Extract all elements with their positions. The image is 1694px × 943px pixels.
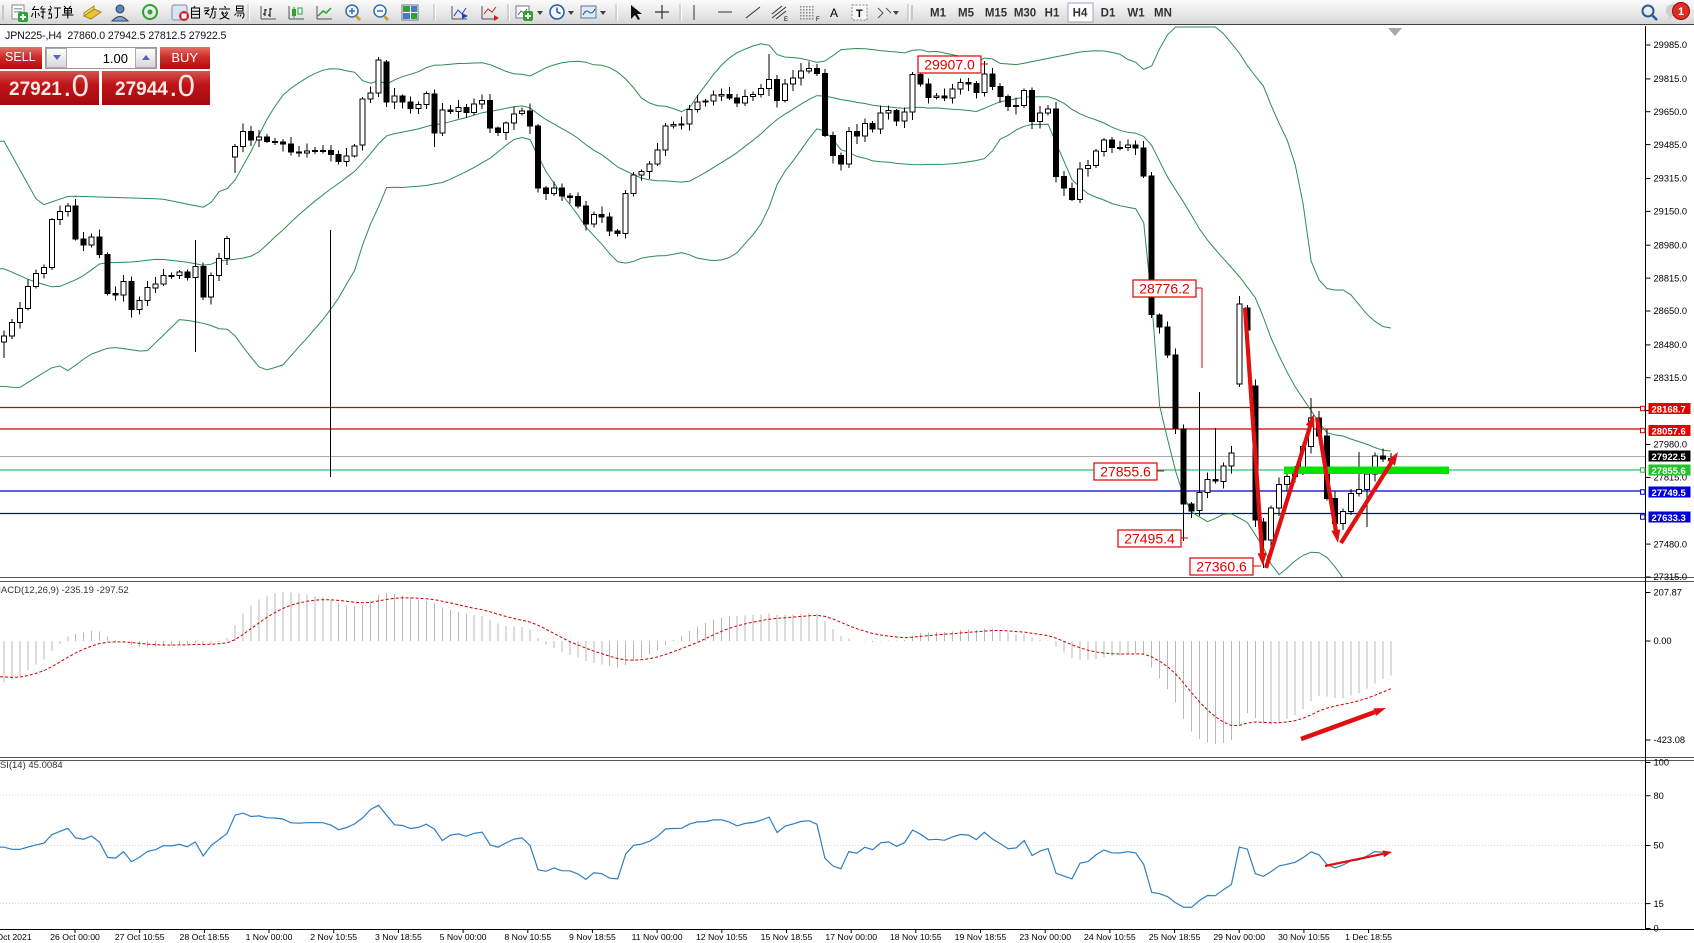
- svg-text:27980.0: 27980.0: [1654, 440, 1688, 450]
- svg-text:0.00: 0.00: [1654, 636, 1672, 646]
- svg-text:80: 80: [1654, 791, 1664, 801]
- svg-text:28315.0: 28315.0: [1654, 373, 1688, 383]
- svg-text:H1: H1: [1045, 8, 1060, 20]
- svg-text:9 Nov 18:55: 9 Nov 18:55: [569, 932, 616, 942]
- svg-text:W1: W1: [1127, 8, 1145, 20]
- svg-text:27855.6: 27855.6: [1100, 464, 1151, 480]
- svg-text:29 Nov 00:00: 29 Nov 00:00: [1213, 932, 1265, 942]
- svg-text:17 Nov 00:00: 17 Nov 00:00: [825, 932, 877, 942]
- svg-text:28057.6: 28057.6: [1652, 426, 1686, 437]
- svg-text:27749.5: 27749.5: [1652, 488, 1687, 499]
- svg-text:28980.0: 28980.0: [1654, 240, 1688, 250]
- svg-text:29485.0: 29485.0: [1654, 140, 1688, 150]
- svg-text:29150.0: 29150.0: [1654, 207, 1688, 217]
- svg-text:27360.6: 27360.6: [1196, 559, 1247, 575]
- svg-text:28815.0: 28815.0: [1654, 273, 1688, 283]
- svg-text:12 Nov 10:55: 12 Nov 10:55: [696, 932, 748, 942]
- svg-text:29815.0: 29815.0: [1654, 74, 1688, 84]
- svg-text:M5: M5: [958, 8, 975, 20]
- svg-text:MACD(12,26,9) -235.19 -297.52: MACD(12,26,9) -235.19 -297.52: [0, 585, 129, 596]
- svg-text:F: F: [816, 17, 820, 23]
- svg-text:D1: D1: [1101, 8, 1116, 20]
- svg-text:11 Nov 00:00: 11 Nov 00:00: [632, 932, 683, 942]
- svg-text:-423.08: -423.08: [1654, 735, 1686, 745]
- svg-text:RSI(14) 45.0084: RSI(14) 45.0084: [0, 760, 63, 771]
- svg-text:100: 100: [1654, 758, 1670, 768]
- svg-text:1 Dec 18:55: 1 Dec 18:55: [1345, 932, 1392, 942]
- svg-text:23 Nov 00:00: 23 Nov 00:00: [1019, 932, 1071, 942]
- svg-text:2 Nov 10:55: 2 Nov 10:55: [310, 932, 357, 942]
- svg-text:28 Oct 18:55: 28 Oct 18:55: [180, 932, 230, 942]
- svg-text:E: E: [784, 17, 788, 23]
- svg-text:27480.0: 27480.0: [1654, 539, 1688, 549]
- svg-text:28776.2: 28776.2: [1139, 281, 1190, 297]
- svg-text:M30: M30: [1014, 8, 1036, 20]
- svg-text:A: A: [830, 6, 838, 20]
- svg-text:1: 1: [1678, 6, 1684, 18]
- svg-text:29315.0: 29315.0: [1654, 174, 1688, 184]
- svg-text:8 Nov 10:55: 8 Nov 10:55: [504, 932, 551, 942]
- svg-text:24 Nov 10:55: 24 Nov 10:55: [1084, 932, 1136, 942]
- svg-text:MN: MN: [1154, 8, 1172, 20]
- svg-text:5 Nov 00:00: 5 Nov 00:00: [440, 932, 487, 942]
- svg-text:15: 15: [1654, 899, 1664, 909]
- svg-text:27495.4: 27495.4: [1124, 531, 1175, 547]
- svg-text:28480.0: 28480.0: [1654, 340, 1688, 350]
- svg-text:T: T: [856, 8, 863, 20]
- svg-text:50: 50: [1654, 841, 1664, 851]
- svg-text:H4: H4: [1073, 8, 1088, 20]
- svg-text:27315.0: 27315.0: [1654, 572, 1688, 582]
- svg-text:28650.0: 28650.0: [1654, 306, 1688, 316]
- svg-text:29907.0: 29907.0: [924, 57, 975, 73]
- svg-text:27855.6: 27855.6: [1652, 466, 1686, 477]
- svg-text:M15: M15: [985, 8, 1008, 20]
- svg-text:26 Oct 00:00: 26 Oct 00:00: [50, 932, 100, 942]
- svg-text:27633.3: 27633.3: [1652, 513, 1686, 524]
- svg-text:30 Nov 10:55: 30 Nov 10:55: [1278, 932, 1330, 942]
- svg-text:0: 0: [1654, 924, 1659, 934]
- svg-text:207.87: 207.87: [1654, 588, 1682, 598]
- svg-text:15 Nov 18:55: 15 Nov 18:55: [761, 932, 813, 942]
- svg-text:27815.0: 27815.0: [1654, 473, 1688, 483]
- svg-text:M1: M1: [930, 8, 947, 20]
- svg-text:27 Oct 10:55: 27 Oct 10:55: [115, 932, 165, 942]
- svg-text:3 Nov 18:55: 3 Nov 18:55: [375, 932, 422, 942]
- svg-text:25 Nov 18:55: 25 Nov 18:55: [1149, 932, 1201, 942]
- svg-text:27922.5: 27922.5: [1652, 452, 1687, 463]
- svg-text:26 Oct 2021: 26 Oct 2021: [0, 932, 32, 942]
- svg-text:28168.7: 28168.7: [1652, 404, 1686, 415]
- svg-text:18 Nov 10:55: 18 Nov 10:55: [890, 932, 942, 942]
- svg-text:19 Nov 18:55: 19 Nov 18:55: [955, 932, 1007, 942]
- svg-text:1 Nov 00:00: 1 Nov 00:00: [246, 932, 293, 942]
- svg-text:29985.0: 29985.0: [1654, 40, 1688, 50]
- svg-text:29650.0: 29650.0: [1654, 107, 1688, 117]
